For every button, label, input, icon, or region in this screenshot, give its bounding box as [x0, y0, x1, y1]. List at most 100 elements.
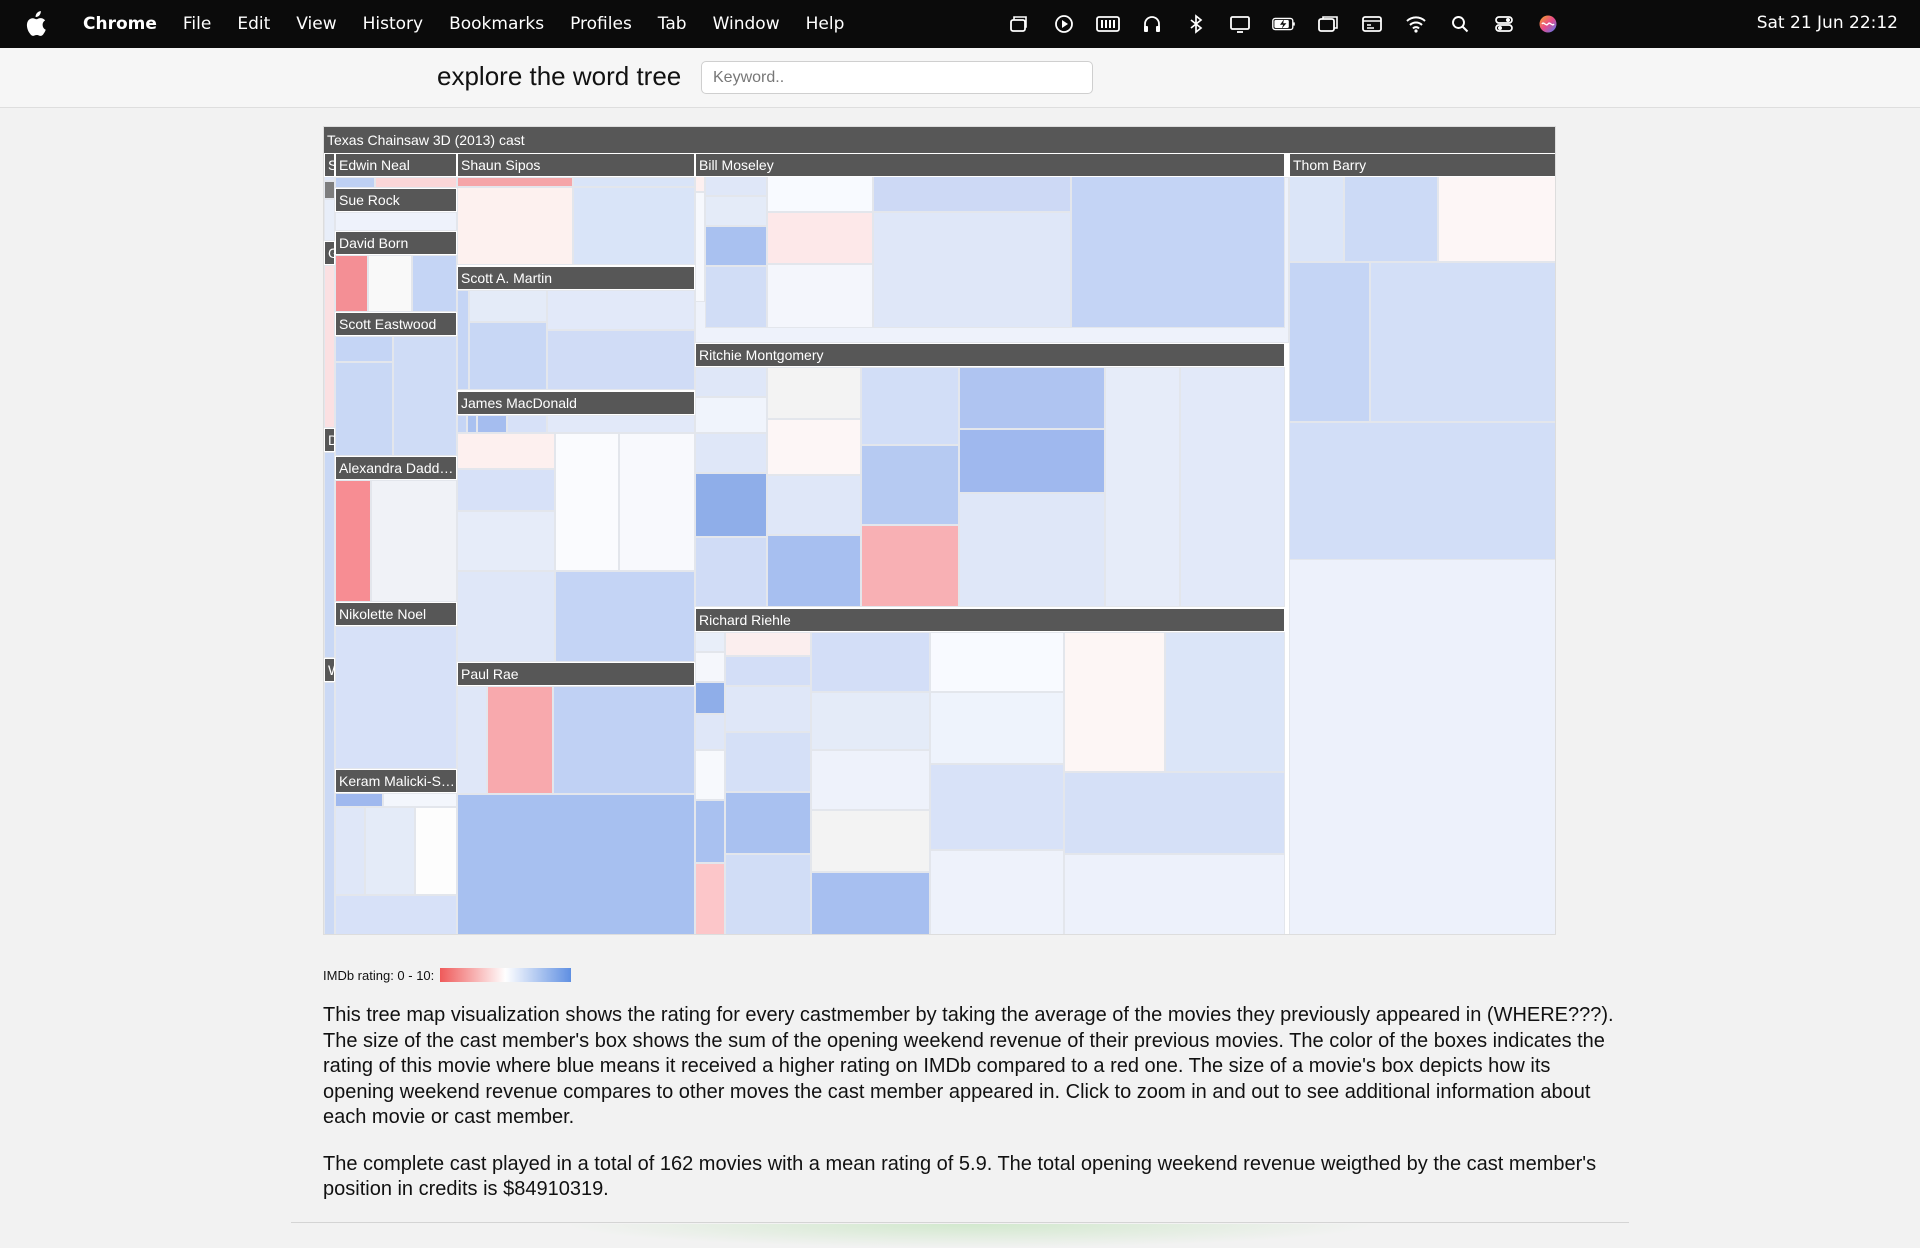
movie-tile[interactable] [335, 362, 393, 456]
movie-tile[interactable] [547, 290, 695, 330]
movie-tile[interactable] [487, 686, 553, 794]
movie-tile[interactable] [725, 686, 811, 732]
bluetooth-icon[interactable] [1184, 13, 1208, 35]
movie-tile[interactable] [553, 686, 695, 794]
movie-tile[interactable] [393, 336, 457, 456]
movie-tile[interactable] [547, 415, 695, 433]
movie-tile[interactable] [725, 732, 811, 792]
movie-tile[interactable] [811, 750, 930, 810]
movie-tile[interactable] [725, 792, 811, 854]
clock[interactable]: Sat 21 Jun 22:12 [1756, 13, 1898, 33]
display-icon[interactable] [1228, 13, 1252, 35]
keyword-input[interactable] [701, 61, 1093, 94]
movie-tile[interactable] [930, 632, 1064, 692]
movie-tile[interactable] [695, 473, 767, 537]
cast-label-d[interactable]: D [324, 428, 335, 452]
movie-tile[interactable] [811, 872, 930, 934]
movie-tile[interactable] [469, 290, 547, 322]
movie-tile[interactable] [767, 212, 873, 264]
movie-tile[interactable] [1165, 632, 1285, 772]
cast-label-bill-moseley[interactable]: Bill Moseley [695, 153, 1285, 177]
movie-tile[interactable] [861, 367, 959, 445]
movie-tile[interactable] [457, 686, 487, 794]
movie-tile[interactable] [335, 480, 371, 602]
cast-label-paul-rae[interactable]: Paul Rae [457, 662, 695, 686]
movie-tile[interactable] [767, 264, 873, 328]
cast-label-w[interactable]: W [324, 658, 335, 682]
movie-tile[interactable] [695, 192, 705, 302]
movie-tile[interactable] [457, 187, 573, 265]
movie-tile[interactable] [555, 433, 619, 571]
play-icon[interactable] [1052, 13, 1076, 35]
movie-tile[interactable] [412, 255, 457, 312]
movie-tile[interactable] [1064, 632, 1165, 772]
menu-history[interactable]: History [362, 14, 424, 34]
battery-charging-icon[interactable] [1272, 13, 1296, 35]
treemap-root-label[interactable]: Texas Chainsaw 3D (2013) cast [324, 127, 1555, 153]
movie-tile[interactable] [705, 266, 767, 328]
control-center-icon[interactable] [1492, 13, 1516, 35]
movie-tile[interactable] [457, 290, 469, 390]
cast-label-scott-eastwood[interactable]: Scott Eastwood [335, 312, 457, 336]
movie-tile[interactable] [335, 793, 383, 807]
movie-tile[interactable] [324, 181, 335, 199]
movie-tile[interactable] [767, 367, 861, 419]
movie-tile[interactable] [811, 810, 930, 872]
movie-tile[interactable] [695, 863, 725, 934]
movie-tile[interactable] [705, 196, 767, 226]
movie-tile[interactable] [365, 807, 415, 895]
menu-file[interactable]: File [182, 14, 212, 34]
menu-edit[interactable]: Edit [237, 14, 271, 34]
movie-tile[interactable] [324, 682, 335, 934]
movie-tile[interactable] [1344, 168, 1438, 262]
movie-tile[interactable] [573, 187, 695, 265]
battery-level-icon[interactable] [1096, 13, 1120, 35]
cast-label-ritchie-montgomery[interactable]: Ritchie Montgomery [695, 343, 1285, 367]
movie-tile[interactable] [457, 469, 555, 511]
cast-label-scott-a-martin[interactable]: Scott A. Martin [457, 266, 695, 290]
movie-tile[interactable] [695, 652, 725, 682]
movie-tile[interactable] [457, 794, 695, 934]
cast-label-richard-riehle[interactable]: Richard Riehle [695, 608, 1285, 632]
menu-chrome[interactable]: Chrome [83, 14, 157, 34]
movie-tile[interactable] [335, 177, 375, 188]
stage-manager-icon[interactable] [1008, 13, 1032, 35]
movie-tile[interactable] [811, 692, 930, 750]
cast-label-shaun-sipos[interactable]: Shaun Sipos [457, 153, 695, 177]
movie-tile[interactable] [695, 632, 725, 652]
movie-tile[interactable] [573, 177, 695, 187]
movie-tile[interactable] [695, 750, 725, 800]
cast-label-alexandra-daddario[interactable]: Alexandra Dadda... [335, 456, 457, 480]
movie-tile[interactable] [695, 537, 767, 607]
movie-tile[interactable] [767, 535, 861, 607]
movie-tile[interactable] [1064, 772, 1285, 854]
movie-tile[interactable] [1438, 168, 1555, 262]
movie-tile[interactable] [1064, 854, 1285, 934]
movie-tile[interactable] [457, 433, 555, 469]
movie-tile[interactable] [469, 322, 547, 390]
movie-tile[interactable] [324, 199, 335, 241]
movie-tile[interactable] [1105, 367, 1180, 607]
cast-label-sue-rock[interactable]: Sue Rock [335, 188, 457, 212]
movie-tile[interactable] [335, 807, 365, 895]
movie-tile[interactable] [477, 415, 507, 433]
movie-tile[interactable] [457, 571, 555, 662]
window-icon[interactable] [1316, 13, 1340, 35]
siri-icon[interactable] [1536, 13, 1560, 35]
cast-label-g[interactable]: G [324, 241, 335, 265]
movie-tile[interactable] [959, 493, 1105, 607]
movie-tile[interactable] [619, 433, 695, 571]
movie-tile[interactable] [725, 854, 811, 934]
movie-tile[interactable] [1180, 367, 1285, 607]
movie-tile[interactable] [324, 265, 335, 428]
movie-tile[interactable] [695, 367, 767, 397]
movie-tile[interactable] [457, 177, 573, 187]
treemap[interactable]: Texas Chainsaw 3D (2013) cast S Edwin Ne… [323, 126, 1556, 935]
cast-label-david-born[interactable]: David Born [335, 231, 457, 255]
movie-tile[interactable] [861, 525, 959, 607]
movie-tile[interactable] [555, 571, 695, 662]
cast-label-nikolette-noel[interactable]: Nikolette Noel [335, 602, 457, 626]
movie-tile[interactable] [705, 226, 767, 266]
cast-label-thom-barry[interactable]: Thom Barry [1289, 153, 1555, 177]
movie-tile[interactable] [695, 397, 767, 433]
